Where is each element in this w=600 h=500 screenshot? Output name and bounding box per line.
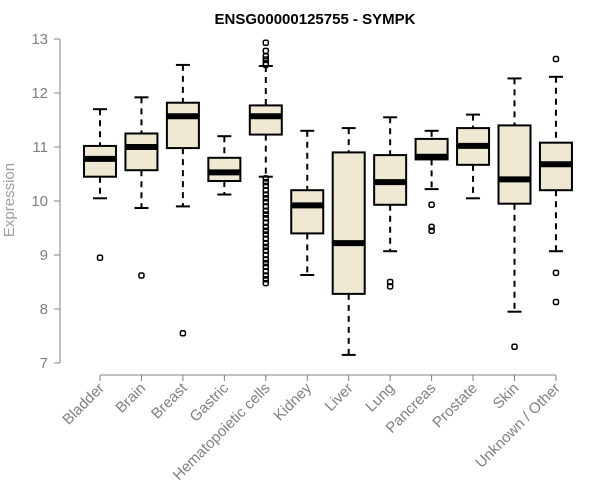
box-group bbox=[414, 129, 449, 234]
outlier-point bbox=[262, 276, 270, 283]
box-group bbox=[373, 116, 408, 290]
x-tick-label: Liver bbox=[322, 380, 357, 415]
outlier-point bbox=[262, 191, 270, 198]
x-tick-label: Bladder bbox=[59, 380, 108, 429]
x-tick-label: Breast bbox=[148, 379, 191, 422]
y-tick-label: 11 bbox=[32, 139, 48, 156]
box-series bbox=[83, 39, 573, 356]
y-tick-label: 10 bbox=[31, 193, 48, 210]
outlier-point bbox=[262, 195, 270, 202]
outlier-point bbox=[552, 298, 560, 306]
y-axis-title: Expression bbox=[1, 163, 18, 237]
outlier-point bbox=[262, 39, 270, 47]
outlier-point bbox=[262, 223, 270, 231]
outlier-point bbox=[262, 178, 270, 186]
outlier-point bbox=[262, 47, 270, 55]
x-tick-label: Kidney bbox=[271, 379, 316, 424]
outlier-point bbox=[428, 227, 435, 234]
outlier-point bbox=[262, 53, 270, 60]
outlier-point bbox=[552, 55, 560, 63]
y-tick-label: 12 bbox=[31, 85, 48, 102]
box-group bbox=[207, 135, 242, 196]
box-group bbox=[456, 113, 491, 200]
outlier-point bbox=[262, 211, 270, 218]
x-tick-label: Skin bbox=[490, 380, 523, 413]
y-tick-label: 13 bbox=[31, 31, 48, 48]
box-group bbox=[497, 77, 532, 351]
box-group bbox=[165, 63, 200, 337]
outlier-point bbox=[96, 254, 104, 261]
x-tick-label: Brain bbox=[112, 380, 149, 417]
box-group bbox=[83, 108, 117, 261]
outlier-point bbox=[386, 283, 394, 290]
y-tick-label: 9 bbox=[40, 247, 48, 264]
y-tick-label: 7 bbox=[40, 355, 48, 372]
x-tick-label: Lung bbox=[362, 380, 398, 416]
box-group bbox=[248, 39, 283, 287]
box-iqr bbox=[124, 132, 159, 172]
outlier-point bbox=[179, 330, 187, 337]
chart-title: ENSG00000125755 - SYMPK bbox=[215, 11, 416, 28]
outlier-point bbox=[511, 343, 518, 351]
outlier-point bbox=[262, 279, 270, 287]
box-group bbox=[124, 96, 159, 279]
outlier-point bbox=[428, 223, 435, 231]
outlier-point bbox=[262, 207, 270, 214]
outlier-point bbox=[262, 272, 270, 279]
outlier-point bbox=[552, 269, 560, 277]
y-axis: 7 8 9 10 11 12 13 bbox=[31, 31, 61, 372]
outlier-point bbox=[262, 259, 270, 267]
y-tick-label: 8 bbox=[40, 301, 48, 318]
outlier-point bbox=[262, 175, 270, 182]
outlier-point bbox=[428, 201, 435, 209]
outlier-point bbox=[262, 243, 270, 251]
outlier-point bbox=[262, 227, 270, 234]
box-iqr bbox=[165, 101, 200, 150]
outlier-point bbox=[262, 256, 270, 263]
box-group bbox=[331, 127, 366, 356]
outlier-point bbox=[262, 239, 270, 247]
box-iqr bbox=[248, 104, 283, 136]
outlier-point bbox=[138, 272, 145, 279]
box-iqr bbox=[497, 124, 532, 205]
x-tick-label: Prostate bbox=[429, 380, 481, 432]
box-group bbox=[538, 55, 573, 306]
box-iqr bbox=[290, 189, 325, 235]
box-group bbox=[290, 129, 325, 276]
box-iqr bbox=[331, 151, 366, 295]
outlier-point bbox=[262, 61, 270, 69]
